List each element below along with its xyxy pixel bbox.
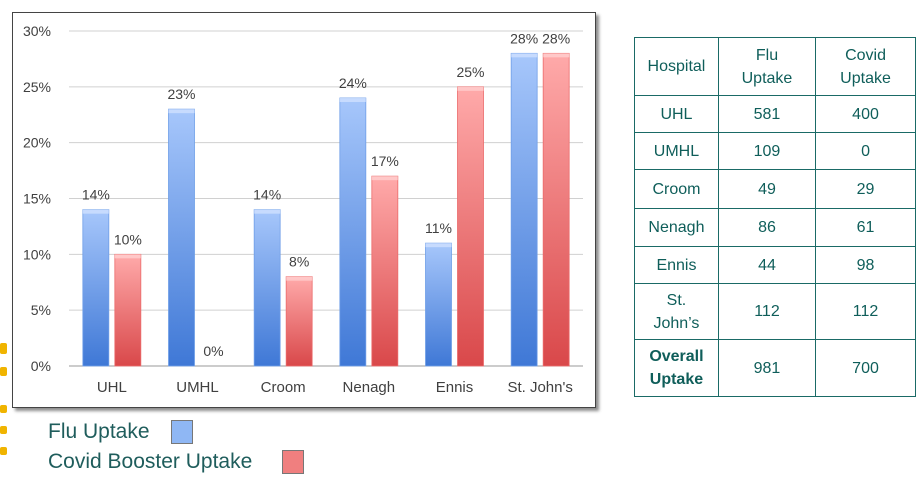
- legend-swatch-covid: [282, 450, 304, 474]
- x-tick-label: Ennis: [436, 379, 474, 396]
- legend-swatch-flu: [171, 420, 193, 444]
- y-tick-label: 30%: [23, 23, 51, 39]
- chart-panel: 0% 5% 10% 15% 20% 25% 30% 14% 10% UHL 23% 0% UMHL 14%…: [12, 12, 596, 408]
- legend-label-covid: Covid Booster Uptake: [48, 450, 253, 473]
- table-header-row: Hospital Flu Uptake Covid Uptake: [634, 37, 916, 96]
- cell-covid: 98: [815, 246, 916, 284]
- cell-hospital: Nenagh: [634, 208, 719, 247]
- data-label-covid: 28%: [542, 30, 570, 46]
- cell-hospital: Ennis: [634, 246, 719, 284]
- bar-covid-top: [457, 86, 484, 91]
- data-label-covid: 0%: [203, 343, 223, 359]
- header-flu-uptake: Flu Uptake: [717, 37, 817, 96]
- cell-flu: 49: [717, 169, 817, 209]
- header-hospital: Hospital: [634, 37, 719, 96]
- cell-hospital: UHL: [634, 95, 719, 133]
- bar-flu-top: [511, 53, 538, 58]
- data-label-covid: 17%: [371, 153, 399, 169]
- bar-flu: [253, 209, 281, 367]
- bar-flu: [339, 97, 367, 367]
- table-row: Nenagh 86 61: [634, 208, 916, 247]
- cell-covid: 29: [815, 169, 916, 209]
- cell-flu: 109: [717, 132, 817, 170]
- cell-hospital: UMHL: [634, 132, 719, 170]
- bar-covid-top: [114, 254, 141, 259]
- bar-covid: [542, 52, 570, 367]
- cell-covid: 61: [815, 208, 916, 247]
- x-tick-label: St. John's: [507, 379, 572, 396]
- x-tick-label: UHL: [97, 379, 127, 396]
- bar-covid: [285, 276, 313, 367]
- cell-flu: 112: [717, 283, 817, 340]
- x-tick-label: UMHL: [176, 379, 219, 396]
- bar-flu: [168, 108, 195, 367]
- x-tick-label: Croom: [261, 379, 306, 396]
- bar-chart: 0% 5% 10% 15% 20% 25% 30% 14% 10% UHL 23% 0% UMHL 14%…: [23, 23, 583, 396]
- data-label-flu: 24%: [339, 75, 367, 91]
- cell-covid: 0: [815, 132, 916, 170]
- data-label-covid: 8%: [289, 254, 309, 270]
- bar-flu: [425, 242, 452, 367]
- table-row: UMHL 109 0: [634, 132, 916, 170]
- header-covid-uptake: Covid Uptake: [815, 37, 916, 96]
- x-tick-label: Nenagh: [343, 379, 396, 396]
- table-row: St. John’s 112 112: [634, 283, 916, 340]
- data-label-flu: 28%: [510, 30, 538, 46]
- bar-covid: [371, 175, 399, 367]
- table-row: Croom 49 29: [634, 169, 916, 209]
- decoration-mark: [0, 367, 7, 376]
- bar-covid: [457, 86, 484, 367]
- decoration-mark: [0, 405, 7, 413]
- decoration-mark: [0, 426, 7, 434]
- data-label-flu: 23%: [167, 86, 195, 102]
- bar-flu-top: [254, 209, 281, 214]
- data-label-covid: 25%: [456, 64, 484, 80]
- y-tick-label: 20%: [23, 135, 51, 151]
- bar-flu-top: [82, 209, 109, 214]
- y-tick-label: 10%: [23, 246, 51, 262]
- bar-flu-top: [168, 109, 195, 114]
- data-label-flu: 14%: [82, 187, 110, 203]
- bar-flu: [82, 209, 110, 367]
- decoration-mark: [0, 343, 7, 354]
- cell-covid: 112: [815, 283, 916, 340]
- table-row: UHL 581 400: [634, 95, 916, 133]
- decoration-mark: [0, 447, 7, 455]
- data-label-covid: 10%: [114, 231, 142, 247]
- cell-total-flu: 981: [717, 339, 817, 397]
- table-total-row: Overall Uptake 981 700: [634, 339, 916, 397]
- data-label-flu: 11%: [425, 220, 452, 236]
- legend-label-flu: Flu Uptake: [48, 420, 150, 443]
- bar-flu-top: [425, 243, 452, 248]
- bar-flu-top: [339, 98, 366, 102]
- cell-total-label: Overall Uptake: [634, 339, 719, 397]
- bar-flu: [510, 52, 538, 367]
- data-label-flu: 14%: [253, 187, 281, 203]
- bar-covid-top: [286, 276, 313, 281]
- bar-covid-top: [543, 53, 570, 58]
- uptake-table: Hospital Flu Uptake Covid Uptake UHL 581…: [634, 37, 916, 397]
- y-tick-label: 15%: [23, 191, 51, 207]
- cell-hospital: Croom: [634, 169, 719, 209]
- y-tick-label: 5%: [31, 302, 51, 318]
- cell-total-covid: 700: [815, 339, 916, 397]
- cell-flu: 581: [717, 95, 817, 133]
- cell-flu: 86: [717, 208, 817, 247]
- cell-hospital: St. John’s: [634, 283, 719, 340]
- y-tick-label: 0%: [31, 358, 51, 374]
- cell-flu: 44: [717, 246, 817, 284]
- bar-covid: [114, 253, 142, 367]
- bar-covid-top: [371, 176, 398, 181]
- table-row: Ennis 44 98: [634, 246, 916, 284]
- y-tick-label: 25%: [23, 79, 51, 95]
- cell-covid: 400: [815, 95, 916, 133]
